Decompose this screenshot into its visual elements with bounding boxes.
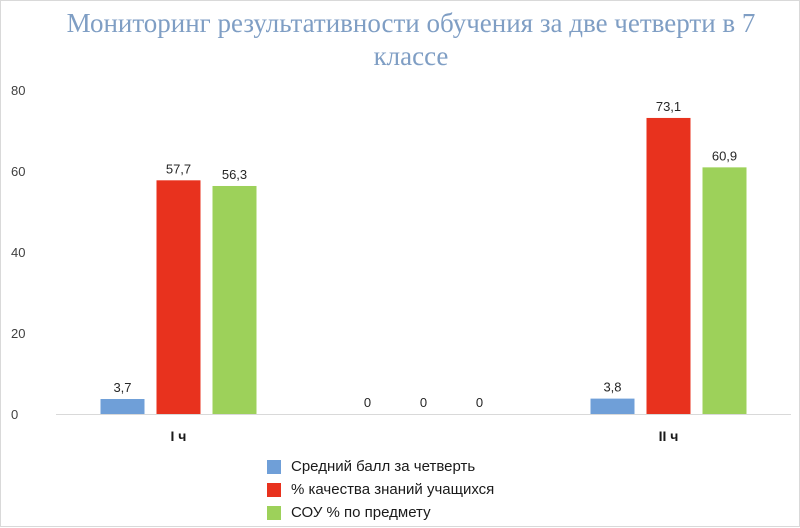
bar (646, 117, 691, 414)
y-tick-label: 80 (11, 83, 25, 98)
bar (156, 180, 201, 414)
legend-label: Средний балл за четверть (291, 458, 476, 475)
y-tick-label: 0 (11, 407, 18, 422)
y-tick-label: 20 (11, 326, 25, 341)
legend-label: % качества знаний учащихся (291, 481, 495, 498)
legend-swatch (267, 505, 281, 520)
y-tick-label: 60 (11, 164, 25, 179)
legend: Средний балл за четверть % качества знан… (267, 455, 494, 524)
y-tick-label: 40 (11, 245, 25, 260)
data-label: 57,7 (166, 161, 191, 176)
legend-swatch (267, 482, 281, 497)
legend-item: Средний балл за четверть (267, 455, 494, 478)
bar (590, 398, 635, 414)
data-label: 3,8 (603, 380, 621, 395)
legend-item: % качества знаний учащихся (267, 478, 494, 501)
data-label: 60,9 (712, 148, 737, 163)
legend-swatch (267, 459, 281, 474)
bar (212, 185, 257, 414)
category-label: II ч (659, 428, 679, 444)
category-label: I ч (171, 428, 187, 444)
legend-label: СОУ % по предмету (291, 504, 431, 521)
data-label: 3,7 (113, 380, 131, 395)
data-label: 56,3 (222, 167, 247, 182)
data-label: 73,1 (656, 99, 681, 114)
legend-item: СОУ % по предмету (267, 501, 494, 524)
bar (702, 167, 747, 414)
bar (100, 399, 145, 414)
data-label: 0 (476, 395, 483, 410)
chart-title: Мониторинг результативности обучения за … (66, 8, 756, 71)
data-label: 0 (364, 395, 371, 410)
data-label: 0 (420, 395, 427, 410)
